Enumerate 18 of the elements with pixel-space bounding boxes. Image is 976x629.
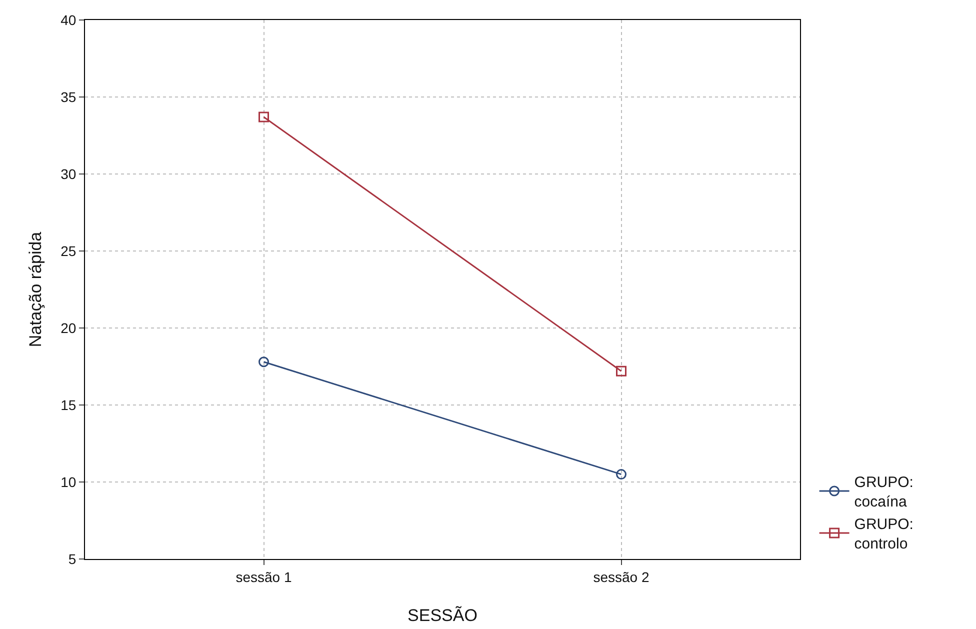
x-axis-title: SESSÃO bbox=[408, 606, 478, 626]
point bbox=[616, 469, 626, 480]
y-tick-label: 5 bbox=[68, 550, 76, 567]
y-tick-label: 40 bbox=[60, 12, 76, 28]
y-tick-label: 25 bbox=[60, 242, 76, 259]
y-tick-label: 30 bbox=[60, 166, 76, 182]
legend-label: GRUPO: controlo bbox=[854, 516, 914, 553]
y-tick-label: 15 bbox=[60, 396, 76, 413]
point bbox=[258, 356, 269, 368]
x-tick-label: sessão 2 bbox=[593, 568, 650, 585]
y-tick-label: 35 bbox=[60, 88, 76, 105]
y-tick-label: 10 bbox=[60, 474, 76, 490]
point bbox=[258, 112, 269, 122]
point bbox=[616, 366, 626, 376]
x-tick-label: sessão 1 bbox=[236, 568, 292, 585]
y-tick-label: 20 bbox=[60, 320, 76, 336]
y-axis-title: Natação rápida bbox=[26, 231, 45, 348]
legend-label: GRUPO: cocaína bbox=[854, 474, 914, 511]
